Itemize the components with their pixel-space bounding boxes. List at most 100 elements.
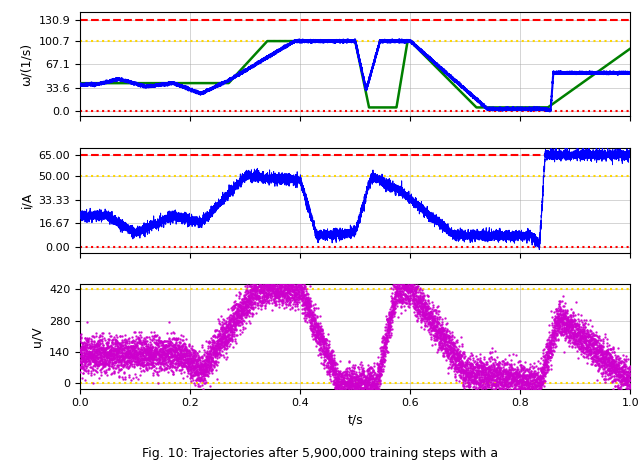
Point — [559, 321, 569, 328]
Point — [327, 356, 337, 364]
Point — [620, 378, 630, 386]
Point — [194, 354, 204, 362]
Point — [177, 332, 188, 340]
Point — [316, 336, 326, 343]
Point — [77, 354, 88, 361]
Point — [453, 357, 463, 364]
Point — [455, 371, 465, 378]
Point — [364, 372, 374, 379]
Point — [444, 333, 454, 340]
Point — [406, 284, 416, 292]
Point — [332, 378, 342, 386]
Point — [574, 323, 584, 331]
Point — [499, 378, 509, 386]
Point — [574, 342, 584, 349]
Point — [349, 374, 359, 381]
Point — [473, 361, 483, 369]
Point — [207, 345, 217, 352]
Point — [199, 357, 209, 364]
Point — [279, 280, 289, 287]
Point — [311, 320, 321, 327]
Point — [323, 355, 333, 362]
Point — [465, 356, 475, 363]
Point — [484, 366, 494, 374]
Point — [217, 341, 227, 349]
Point — [106, 342, 116, 350]
Point — [572, 326, 582, 334]
Point — [134, 352, 145, 360]
Point — [321, 348, 331, 356]
Point — [576, 342, 586, 349]
Point — [368, 380, 378, 388]
Point — [573, 328, 584, 336]
Point — [108, 354, 118, 362]
Point — [221, 341, 232, 349]
Point — [422, 310, 432, 318]
Point — [586, 327, 596, 334]
Point — [303, 293, 314, 301]
Point — [435, 321, 445, 329]
Point — [157, 348, 168, 355]
Point — [509, 360, 519, 368]
Point — [545, 342, 556, 349]
Point — [460, 375, 470, 382]
Point — [618, 389, 628, 396]
Point — [605, 361, 615, 368]
Point — [563, 326, 573, 333]
Point — [600, 330, 610, 338]
Point — [254, 282, 264, 289]
Point — [266, 289, 276, 297]
Point — [152, 359, 162, 367]
Point — [153, 379, 163, 386]
Point — [300, 297, 310, 304]
Point — [523, 383, 533, 390]
Point — [412, 300, 422, 308]
Point — [320, 351, 330, 359]
Point — [463, 390, 473, 398]
Point — [174, 343, 184, 351]
Point — [184, 346, 195, 354]
Point — [219, 332, 229, 340]
Point — [511, 381, 522, 388]
Point — [333, 371, 344, 378]
Point — [401, 299, 412, 307]
Point — [224, 342, 234, 349]
Point — [161, 352, 172, 359]
Point — [140, 340, 150, 347]
Point — [129, 352, 139, 360]
Point — [246, 300, 257, 308]
Point — [209, 337, 220, 345]
Point — [149, 348, 159, 355]
Point — [390, 292, 400, 300]
Point — [118, 352, 129, 360]
Point — [136, 367, 147, 374]
Point — [88, 365, 99, 373]
Point — [179, 352, 189, 360]
Point — [113, 353, 123, 360]
Point — [225, 317, 235, 325]
Point — [138, 362, 148, 369]
Point — [501, 374, 511, 381]
Point — [147, 351, 157, 359]
Point — [285, 276, 296, 284]
Point — [530, 397, 540, 404]
Point — [188, 351, 198, 358]
Point — [314, 328, 324, 335]
Point — [270, 298, 280, 305]
Point — [316, 329, 326, 337]
Point — [575, 345, 586, 352]
Point — [357, 384, 367, 391]
Point — [600, 373, 610, 380]
Point — [269, 296, 280, 304]
Point — [573, 340, 583, 348]
Point — [85, 344, 95, 352]
Point — [273, 290, 283, 297]
Point — [187, 345, 197, 353]
Point — [582, 342, 592, 350]
Point — [234, 306, 244, 314]
Point — [322, 349, 332, 357]
Point — [173, 359, 183, 367]
Point — [585, 349, 595, 357]
Point — [79, 356, 90, 363]
Point — [225, 320, 235, 327]
